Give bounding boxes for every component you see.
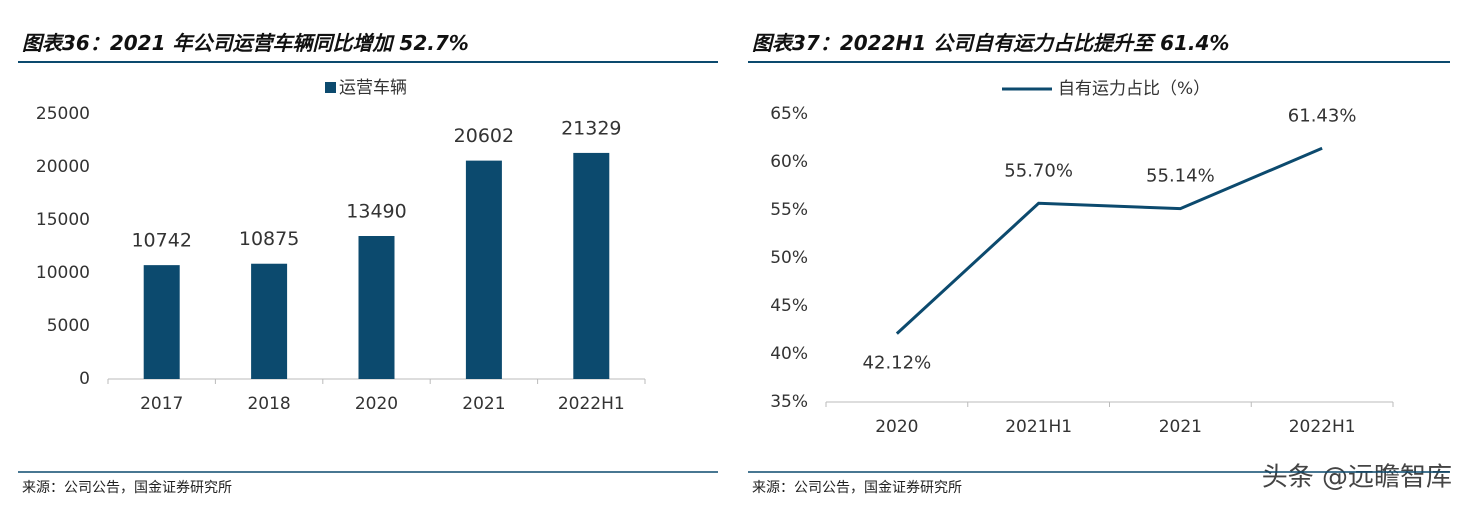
y-tick-label: 15000	[36, 210, 90, 230]
y-tick-label: 40%	[770, 344, 808, 364]
source-note: 来源：公司公告，国金证券研究所	[752, 480, 962, 496]
y-tick-label: 20000	[36, 157, 90, 177]
y-tick-label: 0	[79, 369, 90, 389]
y-tick-label: 5000	[47, 316, 90, 336]
value-label: 10742	[131, 230, 191, 252]
y-tick-label: 60%	[770, 152, 808, 172]
value-label: 20602	[454, 125, 514, 147]
y-tick-label: 25000	[36, 104, 90, 124]
legend-label: 运营车辆	[339, 78, 407, 98]
x-tick-label: 2021H1	[1005, 417, 1072, 437]
x-tick-label: 2022H1	[1289, 417, 1356, 437]
value-label: 42.12%	[863, 353, 932, 374]
x-tick-label: 2018	[247, 394, 290, 414]
legend-label: 自有运力占比（%）	[1058, 79, 1210, 99]
x-tick-label: 2021	[462, 394, 505, 414]
chart-title: 图表36：2021 年公司运营车辆同比增加 52.7%	[22, 31, 469, 55]
source-note: 来源：公司公告，国金证券研究所	[22, 480, 232, 496]
line	[895, 146, 1323, 335]
legend-swatch	[325, 82, 336, 93]
bar	[358, 236, 395, 379]
x-tick-label: 2017	[140, 394, 183, 414]
y-tick-label: 35%	[770, 392, 808, 412]
y-tick-label: 65%	[770, 104, 808, 124]
x-tick-label: 2022H1	[558, 394, 625, 414]
y-tick-label: 50%	[770, 248, 808, 268]
value-label: 55.70%	[1004, 160, 1073, 181]
value-label: 21329	[561, 117, 621, 139]
x-tick-label: 2020	[355, 394, 398, 414]
bar	[143, 265, 180, 379]
bar	[465, 160, 502, 379]
value-label: 55.14%	[1146, 166, 1215, 187]
bar	[573, 152, 610, 379]
value-label: 13490	[346, 201, 406, 223]
x-tick-label: 2021	[1159, 417, 1202, 437]
watermark: 头条 @远瞻智库	[1262, 463, 1452, 493]
value-label: 10875	[239, 228, 299, 250]
y-tick-label: 10000	[36, 263, 90, 283]
value-label: 61.43%	[1288, 105, 1357, 126]
y-tick-label: 55%	[770, 200, 808, 220]
bar	[251, 263, 288, 379]
y-tick-label: 45%	[770, 296, 808, 316]
x-tick-label: 2020	[875, 417, 918, 437]
chart-title: 图表37：2022H1 公司自有运力占比提升至 61.4%	[752, 31, 1229, 55]
